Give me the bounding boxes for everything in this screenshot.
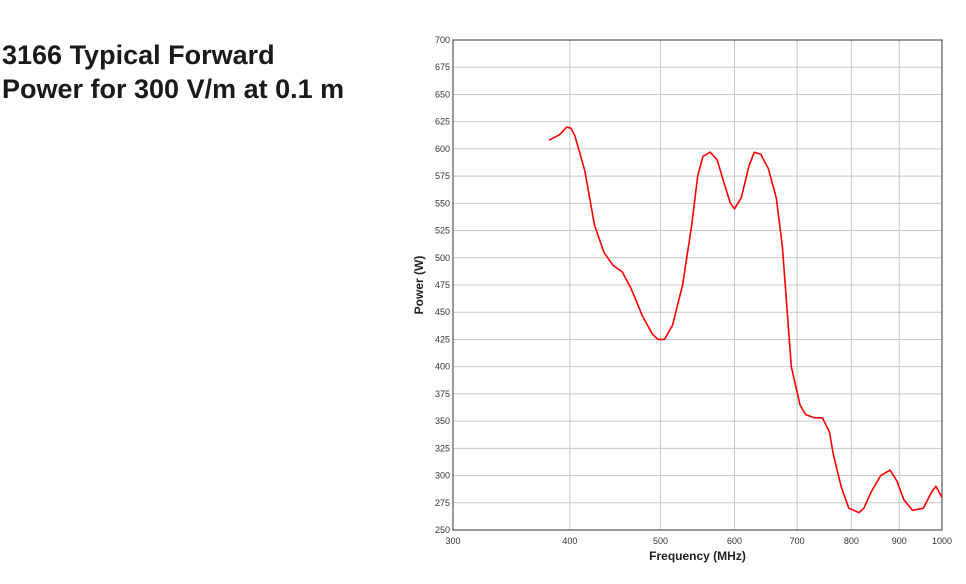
y-tick-label: 325 [435, 443, 450, 453]
x-axis-ticks: 300 400 500 600 700 800 900 1000 [445, 536, 952, 546]
plot-area [452, 39, 943, 531]
y-tick-label: 575 [435, 171, 450, 181]
x-tick-label: 400 [562, 536, 577, 546]
y-tick-label: 650 [435, 89, 450, 99]
y-tick-label: 350 [435, 416, 450, 426]
x-tick-label: 600 [727, 536, 742, 546]
chart-title-line-2: Power for 300 V/m at 0.1 m [2, 74, 345, 104]
y-tick-label: 625 [435, 117, 450, 127]
y-tick-label: 425 [435, 334, 450, 344]
y-tick-label: 475 [435, 280, 450, 290]
y-tick-label: 700 [435, 35, 450, 45]
y-tick-label: 400 [435, 362, 450, 372]
y-tick-label: 300 [435, 471, 450, 481]
y-tick-label: 600 [435, 144, 450, 154]
y-tick-label: 525 [435, 226, 450, 236]
y-tick-label: 450 [435, 307, 450, 317]
x-tick-label: 300 [445, 536, 460, 546]
x-tick-label: 500 [653, 536, 668, 546]
x-axis-label: Frequency (MHz) [649, 549, 746, 563]
y-axis-label: Power (W) [412, 256, 426, 315]
grid-lines [452, 39, 943, 531]
x-tick-label: 800 [844, 536, 859, 546]
y-tick-label: 550 [435, 198, 450, 208]
y-tick-label: 250 [435, 525, 450, 535]
y-axis-ticks: 250 275 300 325 350 375 400 425 450 475 500 525 550 5… [435, 35, 450, 535]
chart-title: 3166 Typical Forward Power for 300 V/m a… [2, 38, 344, 106]
chart-title-line-1: 3166 Typical Forward [2, 40, 275, 70]
y-tick-label: 275 [435, 498, 450, 508]
y-tick-label: 375 [435, 389, 450, 399]
y-tick-label: 500 [435, 253, 450, 263]
x-tick-label: 1000 [932, 536, 952, 546]
x-tick-label: 900 [892, 536, 907, 546]
forward-power-line [548, 126, 943, 514]
y-tick-label: 675 [435, 62, 450, 72]
x-tick-label: 700 [790, 536, 805, 546]
